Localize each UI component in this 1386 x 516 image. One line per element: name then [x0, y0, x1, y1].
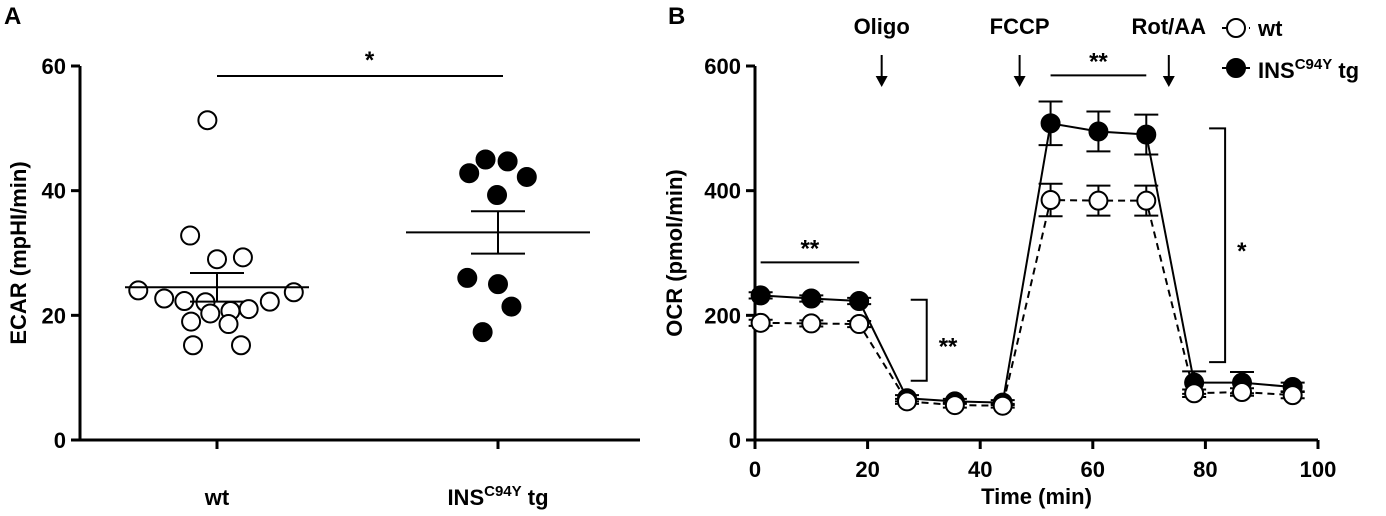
panel-a-category-label: INSC94Y tg [447, 483, 548, 510]
category-label-tail: tg [522, 485, 549, 510]
injection-label: Rot/AA [1132, 14, 1207, 39]
data-point [992, 395, 1013, 416]
data-point [849, 290, 870, 311]
data-point [475, 149, 496, 170]
panel-b-y-label: OCR (pmol/min) [662, 169, 687, 336]
data-point [1040, 190, 1061, 211]
legend-label-tail: tg [1332, 58, 1359, 83]
panel-label-b: B [668, 3, 685, 30]
data-point [497, 151, 518, 172]
data-point [207, 249, 227, 270]
legend-label-wt: wt [1257, 16, 1283, 41]
data-point [259, 291, 280, 312]
category-label-main: wt [204, 485, 230, 510]
panel-a-category-label: wt [204, 485, 230, 510]
data-point [1136, 190, 1157, 211]
data-point [183, 335, 203, 356]
panel-b-y-tick-label: 400 [704, 179, 741, 204]
panel-b-y-tick-label: 200 [704, 303, 741, 328]
series-line [760, 199, 1293, 407]
data-point [1136, 124, 1157, 145]
significance-mark: ** [1089, 48, 1108, 75]
panel-b-x-tick-label: 80 [1193, 457, 1217, 482]
panel-b-x-tick-label: 0 [749, 457, 761, 482]
data-point [750, 285, 771, 306]
data-point [283, 282, 304, 303]
injection-arrow-head [1013, 76, 1026, 87]
panel-b-y-tick-label: 600 [704, 54, 741, 79]
category-label-superscript: C94Y [484, 483, 522, 500]
significance-mark: ** [939, 333, 958, 360]
injection-label: Oligo [854, 14, 910, 39]
data-point [801, 288, 822, 309]
data-point [180, 225, 201, 246]
data-point [801, 313, 822, 334]
data-point [516, 166, 537, 187]
data-point [218, 314, 239, 335]
significance-bracket [1209, 127, 1227, 364]
data-point [750, 312, 771, 333]
data-point [231, 335, 251, 356]
panel-b-x-tick-label: 40 [968, 457, 992, 482]
panel-b-x-tick-label: 20 [855, 457, 879, 482]
panel-a-y-tick-label: 60 [42, 54, 66, 79]
legend-marker-wt [1226, 18, 1246, 38]
panel-b-x-tick-label: 100 [1300, 457, 1337, 482]
injection-arrow-head [1162, 76, 1175, 87]
data-point [197, 110, 218, 131]
legend-marker-tg [1226, 58, 1246, 78]
data-point [944, 395, 965, 416]
panel-b-x-tick-label: 60 [1081, 457, 1105, 482]
panel-a-y-tick-label: 20 [42, 303, 66, 328]
legend-label-main: INS [1258, 58, 1295, 83]
data-point [1088, 121, 1109, 142]
legend-label-superscript: C94Y [1295, 56, 1333, 73]
category-label-main: INS [447, 485, 484, 510]
data-point [1282, 385, 1303, 406]
data-point [200, 303, 221, 324]
data-point [897, 391, 918, 412]
panel-a-y-tick-label: 40 [42, 179, 66, 204]
data-point [487, 185, 508, 206]
data-point [488, 274, 508, 295]
data-point [1184, 383, 1205, 404]
data-point [1231, 382, 1252, 403]
data-point [501, 296, 522, 317]
data-point [238, 299, 259, 320]
data-point [232, 247, 253, 268]
data-point [1088, 190, 1109, 211]
panel-a-y-tick-label: 0 [54, 428, 66, 453]
injection-label: FCCP [990, 14, 1050, 39]
panel-b-x-label: Time (min) [981, 484, 1092, 509]
significance-mark: ** [801, 235, 820, 262]
significance-bracket [910, 298, 928, 382]
data-point [472, 322, 493, 343]
panel-a-significance-star: * [365, 47, 375, 74]
data-point [459, 163, 480, 184]
data-point [1040, 113, 1061, 134]
legend-label-tg: INSC94Y tg [1258, 56, 1359, 83]
data-point [154, 288, 175, 309]
injection-arrow-head [875, 76, 888, 87]
panel-b-y-tick-label: 0 [729, 428, 741, 453]
data-point [181, 311, 202, 332]
data-point [457, 267, 478, 288]
panel-label-a: A [4, 3, 21, 30]
data-point [849, 314, 870, 335]
panel-a-y-label: ECAR (mpHI/min) [6, 161, 31, 344]
significance-mark: * [1237, 238, 1247, 265]
data-point [128, 280, 149, 301]
